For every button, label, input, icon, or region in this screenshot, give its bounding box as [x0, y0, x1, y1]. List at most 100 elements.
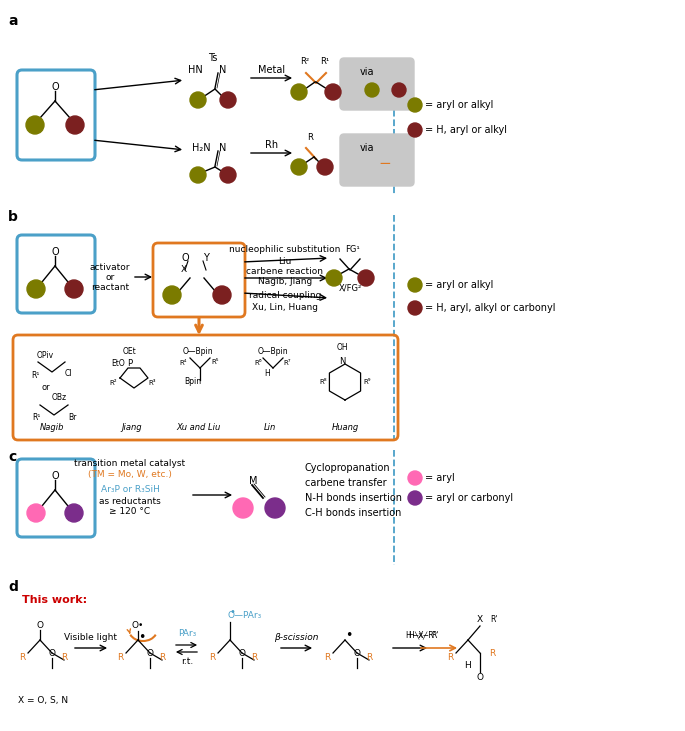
Circle shape: [27, 504, 45, 522]
Circle shape: [317, 159, 333, 175]
Circle shape: [408, 301, 422, 315]
Text: PAr₃: PAr₃: [178, 629, 196, 638]
Text: R': R': [432, 632, 439, 640]
Circle shape: [190, 167, 206, 183]
Text: Metal: Metal: [258, 65, 286, 75]
Text: activator: activator: [90, 263, 130, 273]
Text: H: H: [264, 369, 270, 379]
Text: r.t.: r.t.: [181, 657, 193, 667]
Text: H: H: [464, 662, 471, 670]
Text: carbene reaction: carbene reaction: [247, 268, 323, 276]
Text: FG¹: FG¹: [346, 246, 360, 254]
Text: O: O: [51, 471, 59, 481]
Text: ≥ 120 °C: ≥ 120 °C: [110, 507, 151, 517]
Text: O: O: [353, 648, 360, 657]
Text: d: d: [8, 580, 18, 594]
Text: N-H bonds insertion: N-H bonds insertion: [305, 493, 402, 503]
Circle shape: [190, 92, 206, 108]
Text: N: N: [339, 357, 345, 366]
Text: R¹: R¹: [321, 58, 329, 67]
Circle shape: [365, 83, 379, 97]
FancyBboxPatch shape: [340, 134, 414, 186]
Text: Ts: Ts: [208, 53, 218, 63]
Text: = H, aryl or alkyl: = H, aryl or alkyl: [425, 125, 507, 135]
Text: (TM = Mo, W, etc.): (TM = Mo, W, etc.): [88, 471, 172, 480]
Circle shape: [326, 270, 342, 286]
Text: or: or: [42, 382, 50, 392]
Text: a: a: [8, 14, 18, 28]
Text: R: R: [489, 648, 495, 657]
Text: HN: HN: [188, 65, 202, 75]
Text: O: O: [147, 648, 153, 657]
Text: via: via: [360, 143, 375, 153]
Text: M: M: [249, 476, 258, 486]
Text: R: R: [19, 654, 25, 662]
Text: R: R: [159, 654, 165, 662]
Text: −: −: [379, 156, 391, 172]
Text: N: N: [219, 143, 227, 153]
Text: R: R: [117, 654, 123, 662]
Text: R: R: [366, 654, 372, 662]
Text: Cyclopropanation: Cyclopropanation: [305, 463, 390, 473]
Text: O: O: [238, 648, 245, 657]
Text: Jiang: Jiang: [122, 423, 142, 433]
Text: nucleophilic substitution: nucleophilic substitution: [229, 246, 340, 254]
Circle shape: [408, 471, 422, 485]
Text: R²: R²: [109, 380, 117, 386]
Text: •: •: [138, 632, 146, 645]
Text: O: O: [51, 247, 59, 257]
Text: O•: O•: [132, 621, 144, 631]
Text: R⁷: R⁷: [284, 360, 290, 366]
Text: ╲X╱: ╲X╱: [414, 632, 427, 640]
Circle shape: [220, 92, 236, 108]
Text: Xu and Liu: Xu and Liu: [176, 423, 220, 433]
Text: •: •: [345, 629, 353, 643]
Circle shape: [408, 491, 422, 505]
Text: R: R: [307, 132, 313, 142]
Text: Rh: Rh: [265, 140, 279, 150]
Text: X: X: [477, 616, 483, 624]
Circle shape: [66, 116, 84, 134]
Text: Visible light: Visible light: [64, 634, 118, 643]
Text: O—PAr₃: O—PAr₃: [228, 612, 262, 621]
Text: Nagib: Nagib: [40, 423, 64, 433]
Text: via: via: [360, 67, 375, 77]
Circle shape: [26, 116, 44, 134]
Text: Huang: Huang: [332, 423, 359, 433]
Text: O: O: [36, 621, 44, 631]
Text: O—Bpin: O—Bpin: [183, 347, 214, 357]
FancyBboxPatch shape: [340, 58, 414, 110]
Text: = aryl: = aryl: [425, 473, 455, 483]
Text: X = O, S, N: X = O, S, N: [18, 695, 68, 705]
Circle shape: [220, 167, 236, 183]
Circle shape: [163, 286, 181, 304]
Text: H₂N: H₂N: [192, 143, 210, 153]
Text: Nagib, Jiang: Nagib, Jiang: [258, 278, 312, 287]
Text: or: or: [105, 273, 114, 282]
Text: EtO: EtO: [111, 358, 125, 368]
Circle shape: [213, 286, 231, 304]
Circle shape: [408, 98, 422, 112]
Text: R⁹: R⁹: [363, 379, 371, 385]
Circle shape: [392, 83, 406, 97]
Text: = aryl or alkyl: = aryl or alkyl: [425, 100, 493, 110]
Text: = H, aryl, alkyl or carbonyl: = H, aryl, alkyl or carbonyl: [425, 303, 556, 313]
Text: carbene transfer: carbene transfer: [305, 478, 386, 488]
Text: Y: Y: [203, 253, 209, 263]
Text: R⁴: R⁴: [179, 360, 187, 366]
Text: R: R: [251, 654, 257, 662]
Text: OEt: OEt: [123, 347, 137, 357]
Text: O: O: [182, 253, 189, 263]
Circle shape: [65, 504, 83, 522]
Text: R: R: [209, 654, 215, 662]
Text: R²: R²: [301, 58, 310, 67]
Text: = aryl or alkyl: = aryl or alkyl: [425, 280, 493, 290]
Text: C-H bonds insertion: C-H bonds insertion: [305, 508, 401, 518]
Circle shape: [27, 280, 45, 298]
Circle shape: [291, 84, 307, 100]
Text: R⁵: R⁵: [211, 359, 219, 365]
Text: as reductants: as reductants: [99, 496, 161, 506]
Circle shape: [265, 498, 285, 518]
Text: Liu: Liu: [278, 257, 292, 265]
Text: R¹: R¹: [31, 371, 39, 379]
